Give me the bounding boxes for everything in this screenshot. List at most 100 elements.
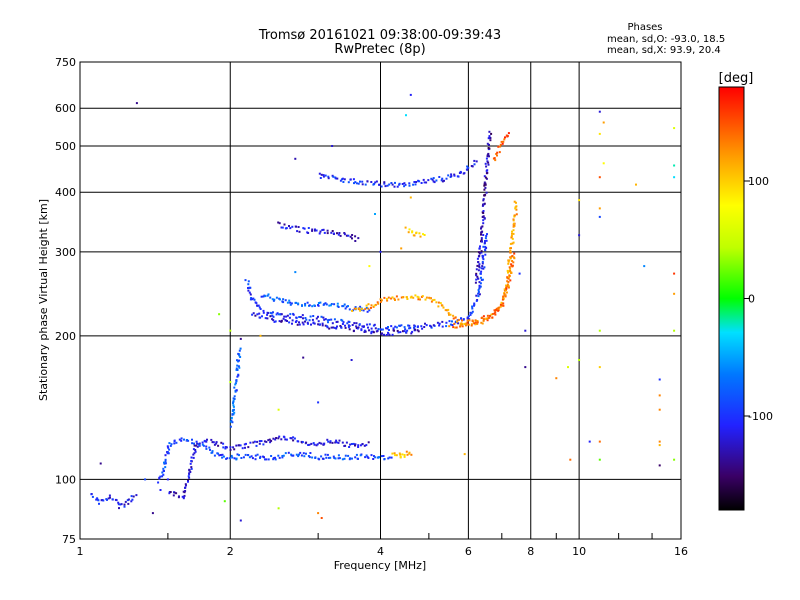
data-point [325, 303, 328, 306]
data-point [184, 486, 186, 489]
data-point [277, 454, 280, 457]
data-point [256, 304, 259, 307]
data-point [298, 321, 300, 324]
data-point [417, 296, 420, 299]
data-point [462, 318, 465, 321]
data-point [219, 454, 222, 456]
data-point [302, 356, 305, 359]
data-point [459, 324, 462, 327]
data-point [415, 181, 418, 183]
trace [448, 252, 516, 329]
data-point [390, 297, 393, 300]
data-point [341, 458, 344, 461]
data-point [247, 287, 249, 289]
data-point [309, 315, 312, 318]
data-point [499, 303, 502, 306]
data-point [327, 177, 330, 180]
data-point [473, 159, 476, 162]
data-point [188, 476, 191, 479]
y-tick-label: 300 [55, 246, 76, 259]
data-point [223, 500, 226, 503]
data-point [408, 182, 411, 185]
data-point [578, 199, 581, 202]
data-point [127, 502, 130, 505]
data-point [313, 322, 316, 325]
data-point [387, 457, 390, 460]
data-point [164, 454, 167, 457]
data-traces [90, 130, 518, 510]
data-point [222, 455, 225, 458]
data-point [377, 328, 380, 331]
data-point [237, 374, 240, 377]
data-point [510, 264, 513, 267]
data-point [515, 201, 517, 204]
data-point [311, 228, 314, 231]
data-point [239, 337, 242, 340]
data-point [430, 177, 433, 180]
data-point [190, 467, 193, 470]
data-point [166, 452, 169, 455]
trace [391, 450, 413, 459]
data-point [487, 161, 490, 164]
data-point [230, 454, 233, 457]
data-point [466, 165, 469, 168]
data-point [366, 323, 369, 326]
data-point [213, 454, 216, 457]
data-point [232, 413, 235, 416]
data-point [307, 227, 310, 229]
data-point [489, 139, 492, 142]
data-point [488, 135, 491, 138]
data-point [491, 313, 494, 315]
data-point [272, 315, 275, 318]
data-point [441, 325, 444, 328]
data-point [403, 185, 406, 188]
data-point [480, 267, 483, 270]
data-point [322, 175, 325, 178]
data-point [400, 247, 403, 250]
data-point [510, 263, 513, 266]
data-point [285, 315, 288, 318]
data-point [238, 349, 241, 352]
data-point [483, 217, 486, 220]
data-point [456, 320, 458, 323]
data-point [393, 452, 396, 455]
data-point [391, 296, 394, 299]
data-point [189, 462, 192, 465]
data-point [266, 294, 269, 297]
data-point [452, 314, 455, 317]
data-point [405, 450, 408, 453]
data-point [380, 332, 383, 335]
data-point [480, 239, 483, 241]
data-point [484, 237, 487, 240]
data-point [658, 444, 661, 447]
data-point [317, 304, 320, 307]
data-point [324, 318, 327, 321]
y-tick-label: 400 [55, 186, 76, 199]
data-point [438, 322, 441, 325]
data-point [361, 325, 364, 328]
data-point [302, 323, 305, 326]
data-point [507, 285, 510, 288]
data-point [452, 326, 455, 329]
data-point [507, 281, 510, 283]
data-point [259, 334, 262, 337]
data-point [352, 178, 355, 181]
data-point [327, 440, 330, 443]
data-point [368, 323, 371, 326]
data-point [432, 324, 435, 327]
data-point [515, 205, 518, 208]
data-point [411, 330, 414, 333]
data-point [359, 305, 362, 308]
data-point [463, 453, 466, 456]
data-point [258, 442, 261, 445]
data-point [210, 438, 213, 441]
data-point [363, 331, 366, 333]
data-point [474, 321, 477, 324]
data-point [368, 329, 370, 332]
data-point [91, 495, 94, 498]
data-point [264, 295, 267, 298]
data-point [481, 256, 484, 259]
data-point [301, 441, 304, 443]
data-point [508, 276, 511, 279]
data-point [189, 471, 192, 473]
